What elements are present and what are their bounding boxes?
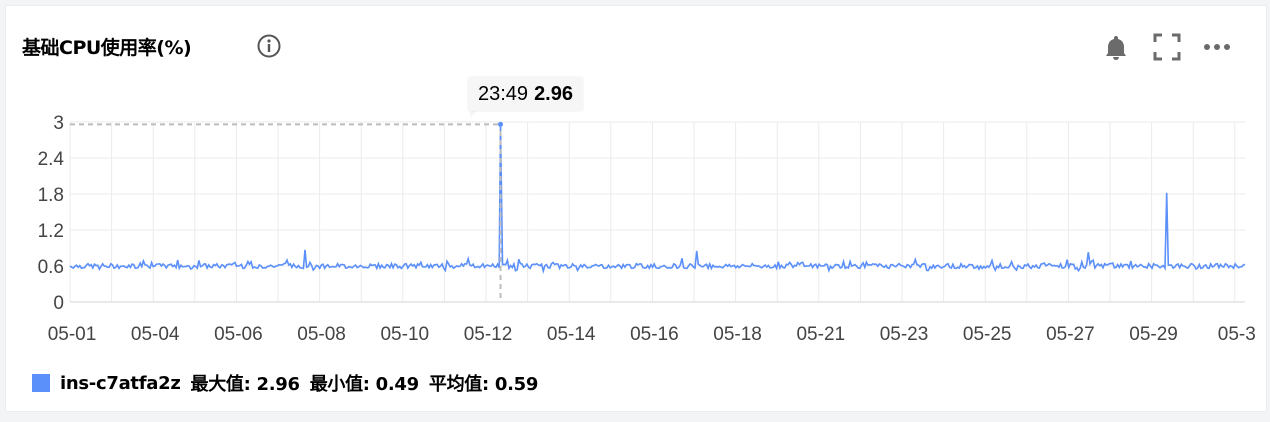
x-tick-label: 05-21 xyxy=(796,324,845,345)
x-tick-label: 05-23 xyxy=(880,324,929,345)
legend[interactable]: ins-c7atfa2z 最大值: 2.96 最小值: 0.49 平均值: 0.… xyxy=(32,370,548,396)
legend-swatch[interactable] xyxy=(32,374,50,392)
y-tick-label: 0.6 xyxy=(38,257,64,278)
x-tick-label: 05-29 xyxy=(1129,324,1178,345)
y-tick-label: 1.2 xyxy=(38,221,64,242)
info-icon[interactable] xyxy=(256,33,282,59)
y-tick-label: 3 xyxy=(53,113,64,134)
highlight-point xyxy=(498,121,504,127)
x-tick-label: 05-04 xyxy=(131,324,180,345)
tooltip-value: 2.96 xyxy=(534,83,573,105)
bell-icon[interactable] xyxy=(1101,32,1131,62)
x-tick-label: 05-10 xyxy=(380,324,429,345)
x-tick-label: 05-27 xyxy=(1046,324,1095,345)
x-tick-label: 05-12 xyxy=(464,324,513,345)
y-tick-label: 1.8 xyxy=(38,185,64,206)
x-tick-label: 05-06 xyxy=(214,324,263,345)
x-tick-label: 05-18 xyxy=(713,324,762,345)
tooltip-time: 23:49 xyxy=(478,83,529,105)
chart-title: 基础CPU使用率(%) xyxy=(22,37,192,59)
series-line xyxy=(69,124,1246,275)
chart-tooltip: 23:49 2.96 xyxy=(468,77,583,111)
more-icon[interactable] xyxy=(1202,32,1232,62)
tooltip-arrow xyxy=(470,111,477,118)
y-tick-label: 0 xyxy=(53,293,64,314)
x-tick-label: 05-3 xyxy=(1218,324,1256,345)
x-tick-label: 05-16 xyxy=(630,324,679,345)
x-tick-label: 05-08 xyxy=(297,324,346,345)
chart-card xyxy=(5,5,1267,412)
x-tick-label: 05-14 xyxy=(547,324,596,345)
y-tick-label: 2.4 xyxy=(38,149,65,170)
legend-series-name[interactable]: ins-c7atfa2z xyxy=(60,372,181,394)
legend-avg: 平均值: 0.59 xyxy=(428,374,539,395)
legend-max: 最大值: 2.96 xyxy=(190,374,300,395)
x-tick-label: 05-01 xyxy=(48,324,97,345)
legend-min: 最小值: 0.49 xyxy=(309,374,419,395)
x-tick-label: 05-25 xyxy=(963,324,1012,345)
fullscreen-icon[interactable] xyxy=(1152,32,1182,62)
